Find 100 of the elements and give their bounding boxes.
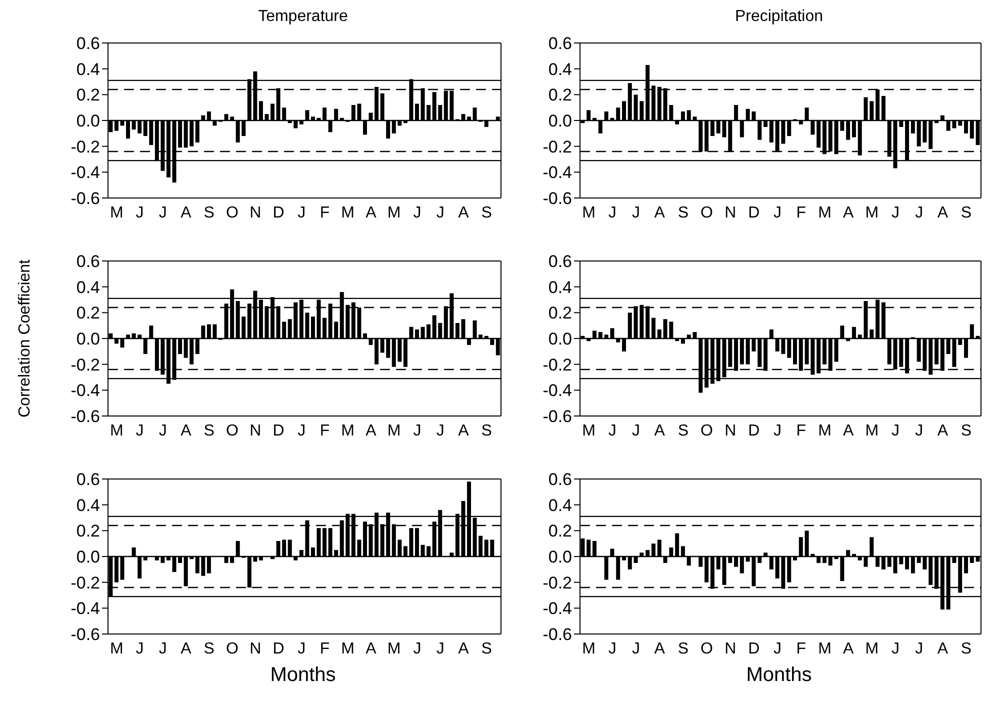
x-tick-label: F [796,640,806,658]
y-tick-label: -0.2 [542,137,572,156]
y-tick-label: -0.6 [542,189,572,208]
x-tick-label: D [272,204,284,222]
x-tick-label: J [774,204,782,222]
x-tick-label: D [748,204,760,222]
x-tick-label: M [387,640,401,658]
y-tick-label: 0.0 [548,330,572,349]
x-tick-label: O [226,640,238,658]
x-tick-label: F [320,422,330,440]
x-tick-label: D [272,640,284,658]
y-tick-label: 0.2 [548,522,572,541]
x-tick-label: O [226,422,238,440]
x-tick-label: M [341,204,355,222]
y-tick-label: 0.6 [548,252,572,272]
y-tick-label: -0.2 [70,137,100,156]
x-tick-label: F [796,422,806,440]
x-tick-label: O [700,640,714,658]
x-tick-label: S [960,640,972,658]
x-tick-label: A [366,422,377,440]
x-tick-label: O [700,204,714,222]
x-tick-label: J [158,640,167,658]
x-tick-label: J [632,640,640,658]
y-tick-label: -0.6 [70,625,100,644]
x-axis-title: Months [745,664,813,687]
x-tick-label: O [700,422,714,440]
x-tick-label: J [158,422,167,440]
y-tick-label: -0.2 [542,355,572,374]
x-tick-label: A [842,422,854,440]
x-tick-label: M [110,422,124,440]
x-tick-label: O [226,204,238,222]
x-tick-label: A [458,422,470,440]
x-tick-label: J [436,422,444,440]
x-tick-label: J [891,204,900,222]
x-tick-label: J [413,204,422,222]
y-tick-label: 0.6 [76,470,100,490]
x-tick-label: A [842,204,854,222]
chart-title: Precipitation [734,8,824,27]
x-tick-label: M [582,204,596,222]
x-tick-label: N [724,204,736,222]
x-tick-label: A [937,422,948,440]
x-tick-label: F [796,204,806,222]
x-tick-label: S [678,422,689,440]
y-tick-label: 0.4 [76,496,100,515]
y-tick-label: -0.6 [70,407,100,426]
x-tick-label: M [818,422,832,440]
x-tick-label: J [891,640,900,658]
x-tick-label: S [481,640,492,658]
y-tick-label: -0.4 [542,381,572,400]
x-tick-label: N [724,422,736,440]
y-tick-label: -0.6 [542,625,572,644]
x-tick-label: F [320,204,330,222]
x-tick-label: M [341,640,355,658]
x-tick-label: J [136,422,144,440]
x-tick-label: M [818,640,832,658]
y-tick-label: -0.6 [542,407,572,426]
x-tick-label: N [250,640,262,658]
y-tick-label: 0.6 [548,470,572,490]
y-tick-label: -0.4 [70,599,100,618]
y-tick-label: 0.6 [76,252,100,272]
x-tick-label: J [436,204,444,222]
y-tick-label: 0.2 [548,304,572,323]
x-tick-label: S [678,640,689,658]
x-tick-label: J [915,422,924,440]
y-tick-label: 0.4 [548,278,572,297]
x-tick-label: J [436,640,444,658]
x-tick-label: N [250,204,262,222]
y-tick-label: 0.0 [76,330,100,349]
y-tick-label: -0.6 [70,189,100,208]
y-tick-label: 0.6 [76,34,100,54]
x-tick-label: A [180,204,192,222]
x-tick-label: J [608,422,616,440]
y-tick-label: 0.2 [76,86,100,105]
x-tick-label: J [136,640,144,658]
y-tick-label: -0.2 [70,355,100,374]
x-tick-label: J [136,204,144,222]
y-tick-label: 0.4 [76,278,100,297]
x-tick-label: M [582,422,596,440]
x-tick-label: J [915,204,924,222]
x-tick-label: M [387,422,401,440]
y-tick-label: -0.4 [70,381,100,400]
x-tick-label: J [413,640,422,658]
x-tick-label: J [608,204,616,222]
x-tick-label: A [654,640,666,658]
y-tick-label: 0.0 [76,112,100,131]
x-tick-label: J [632,204,640,222]
y-tick-label: -0.4 [542,163,572,182]
x-tick-label: A [654,204,666,222]
x-tick-label: J [298,422,306,440]
x-tick-label: A [654,422,666,440]
x-tick-label: M [110,640,124,658]
x-tick-label: J [413,422,422,440]
x-tick-label: S [204,204,214,222]
x-tick-label: A [842,640,854,658]
x-tick-label: S [960,422,972,440]
y-tick-label: -0.4 [70,163,100,182]
x-tick-label: M [341,422,355,440]
x-tick-label: A [937,640,948,658]
x-tick-label: A [366,640,377,658]
x-tick-label: D [748,422,760,440]
